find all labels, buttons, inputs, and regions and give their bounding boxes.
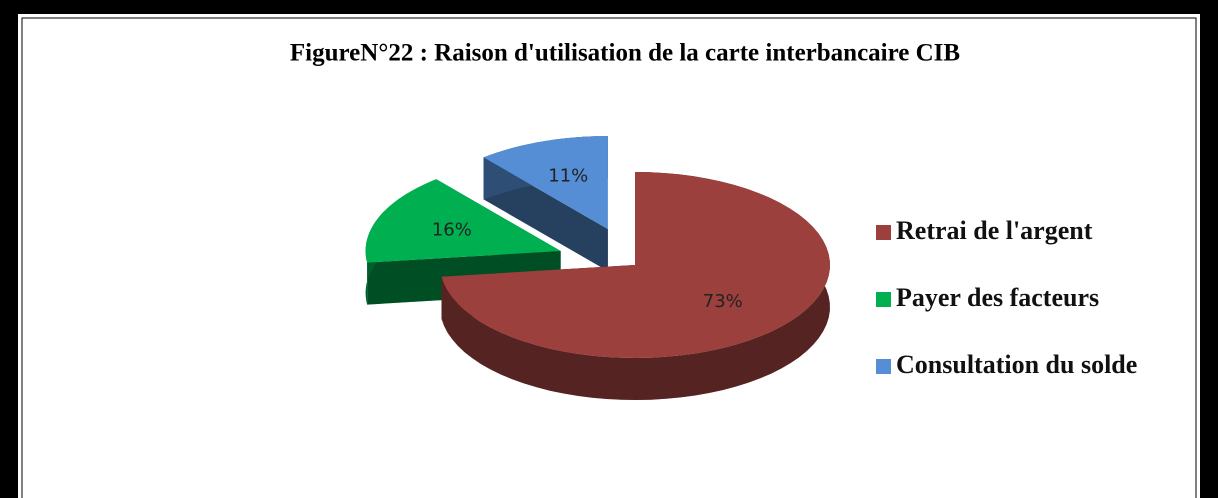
legend-swatch bbox=[876, 292, 891, 307]
data-label: 11% bbox=[548, 166, 588, 187]
chart-area bbox=[18, 14, 1200, 498]
chart-title: FigureN°22 : Raison d'utilisation de la … bbox=[290, 40, 960, 67]
legend-swatch bbox=[876, 225, 891, 240]
legend-label: Payer des facteurs bbox=[896, 283, 1099, 312]
data-label: 16% bbox=[432, 219, 472, 240]
legend-label: Consultation du solde bbox=[896, 350, 1137, 379]
legend-swatch bbox=[876, 359, 891, 374]
legend-label: Retrai de l'argent bbox=[896, 216, 1093, 245]
slice bbox=[441, 172, 830, 358]
inner-border bbox=[21, 17, 1197, 498]
slice bbox=[483, 136, 608, 230]
slice bbox=[365, 179, 561, 263]
data-label: 73% bbox=[703, 291, 743, 312]
